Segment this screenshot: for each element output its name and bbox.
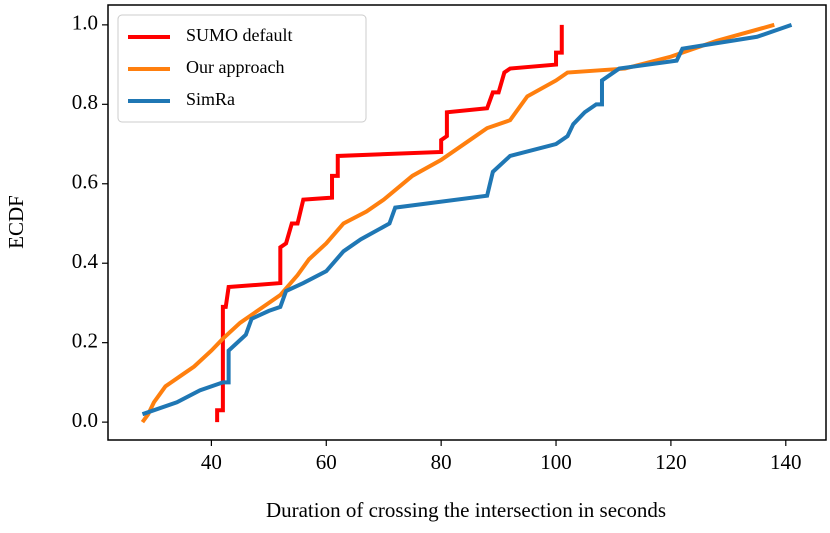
x-tick-label: 120 <box>655 450 687 474</box>
x-tick-label: 80 <box>431 450 452 474</box>
x-tick-label: 40 <box>201 450 222 474</box>
x-tick-label: 60 <box>316 450 337 474</box>
legend-label: Our approach <box>186 57 284 77</box>
legend-label: SUMO default <box>186 25 293 45</box>
plot-frame <box>107 4 827 441</box>
y-tick-label: 0.8 <box>72 90 98 114</box>
x-tick-label: 140 <box>770 450 802 474</box>
y-tick-label: 0.4 <box>72 249 99 273</box>
y-tick-label: 0.2 <box>72 328 98 352</box>
line <box>140 22 775 424</box>
y-tick-label: 0.0 <box>72 408 98 432</box>
legend-label: SimRa <box>186 89 235 109</box>
line <box>215 24 564 423</box>
y-tick-label: 0.6 <box>72 170 98 194</box>
x-axis-label: Duration of crossing the intersection in… <box>266 498 666 522</box>
y-tick-label: 1.0 <box>72 11 98 35</box>
line <box>141 22 793 417</box>
legend-box <box>117 14 367 123</box>
x-tick-label: 100 <box>540 450 572 474</box>
y-axis-label: ECDF <box>4 195 28 249</box>
